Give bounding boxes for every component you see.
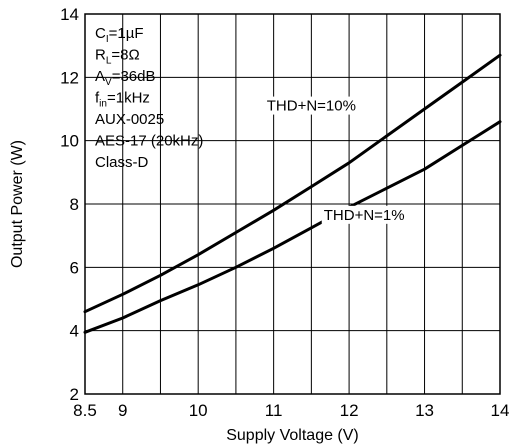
series-line-thd-10pct — [83, 53, 502, 314]
x-tick-label: 12 — [340, 401, 359, 420]
series-label-bg — [321, 205, 407, 224]
y-tick-label: 6 — [70, 258, 79, 277]
test-condition: Class-D — [95, 154, 149, 171]
y-tick-label: 12 — [60, 68, 79, 87]
y-tick-label: 4 — [70, 322, 79, 341]
series-label: THD+N=10% — [267, 98, 356, 115]
series-label: THD+N=1% — [324, 207, 405, 224]
y-tick-label: 10 — [60, 132, 79, 151]
test-condition: RL=8Ω — [95, 47, 140, 67]
y-tick-label: 2 — [70, 385, 79, 404]
y-tick-label: 8 — [70, 195, 79, 214]
series — [83, 53, 502, 334]
y-tick-label: 14 — [60, 5, 79, 24]
x-tick-label: 13 — [415, 401, 434, 420]
x-tick-label: 8.5 — [73, 401, 97, 420]
y-axis-title: Output Power (W) — [9, 140, 26, 268]
x-tick-label: 9 — [118, 401, 127, 420]
series-line-thd-1pct — [83, 120, 502, 334]
test-condition: CI=1µF — [95, 25, 144, 45]
tick-labels: 8.5 9 10 11 12 13 14 2 4 6 8 10 12 14 — [60, 5, 509, 420]
series-label-bg — [264, 96, 358, 115]
test-condition: AES-17 (20kHz) — [95, 133, 203, 150]
test-condition: AUX-0025 — [95, 111, 164, 128]
x-tick-label: 11 — [265, 401, 283, 420]
x-axis-title: Supply Voltage (V) — [226, 427, 359, 444]
x-tick-label: 10 — [189, 401, 208, 420]
test-condition: AV=36dB — [95, 68, 155, 88]
series-labels: THD+N=10% THD+N=1% — [264, 96, 407, 224]
test-condition: fin=1kHz — [95, 90, 150, 110]
plot-frame — [84, 13, 501, 395]
x-tick-label: 14 — [491, 401, 510, 420]
